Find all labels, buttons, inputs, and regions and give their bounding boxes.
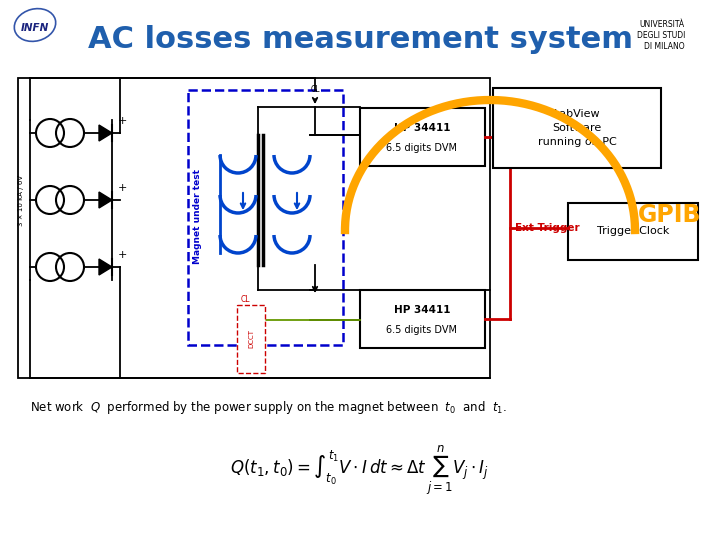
Text: +: + [117,116,127,126]
Polygon shape [99,192,112,208]
Text: LabView
Software
running on PC: LabView Software running on PC [538,109,616,147]
Bar [18,78,490,378]
Text: +: + [117,250,127,260]
Text: DCCT: DCCT [248,329,254,348]
Bar [188,90,343,345]
Text: Trigger Clock: Trigger Clock [597,226,669,236]
Polygon shape [99,259,112,275]
Text: $Q(t_1,t_0) = \int_{t_0}^{t_1} V \cdot I\, dt \approx \Delta t\, \sum_{j=1}^{n} : $Q(t_1,t_0) = \int_{t_0}^{t_1} V \cdot I… [230,443,490,497]
Text: CL: CL [310,85,320,94]
Text: INFN: INFN [21,23,49,33]
Text: 6.5 digits DVM: 6.5 digits DVM [387,143,457,153]
Text: Net work  $Q$  performed by the power supply on the magnet between  $t_0$  and  : Net work $Q$ performed by the power supp… [30,400,507,416]
Text: UNIVERSITÀ
DEGLI STUDI
DI MILANO: UNIVERSITÀ DEGLI STUDI DI MILANO [636,20,685,51]
Bar [360,108,485,166]
Bar [568,203,698,260]
Bar [493,88,661,168]
Text: 6.5 digits DVM: 6.5 digits DVM [387,325,457,335]
Text: 3 × 10 kA / 6V: 3 × 10 kA / 6V [18,174,24,226]
Bar [360,290,485,348]
Bar [237,305,265,373]
Text: Magnet under test: Magnet under test [194,170,202,265]
Polygon shape [99,125,112,141]
Text: HP 34411: HP 34411 [394,305,450,315]
Text: CL: CL [240,294,250,303]
Text: AC losses measurement system: AC losses measurement system [88,25,632,55]
Text: Ext Trigger: Ext Trigger [515,223,580,233]
Text: +: + [117,183,127,193]
Text: HP 34411: HP 34411 [394,123,450,133]
Text: GPIB: GPIB [638,203,702,227]
